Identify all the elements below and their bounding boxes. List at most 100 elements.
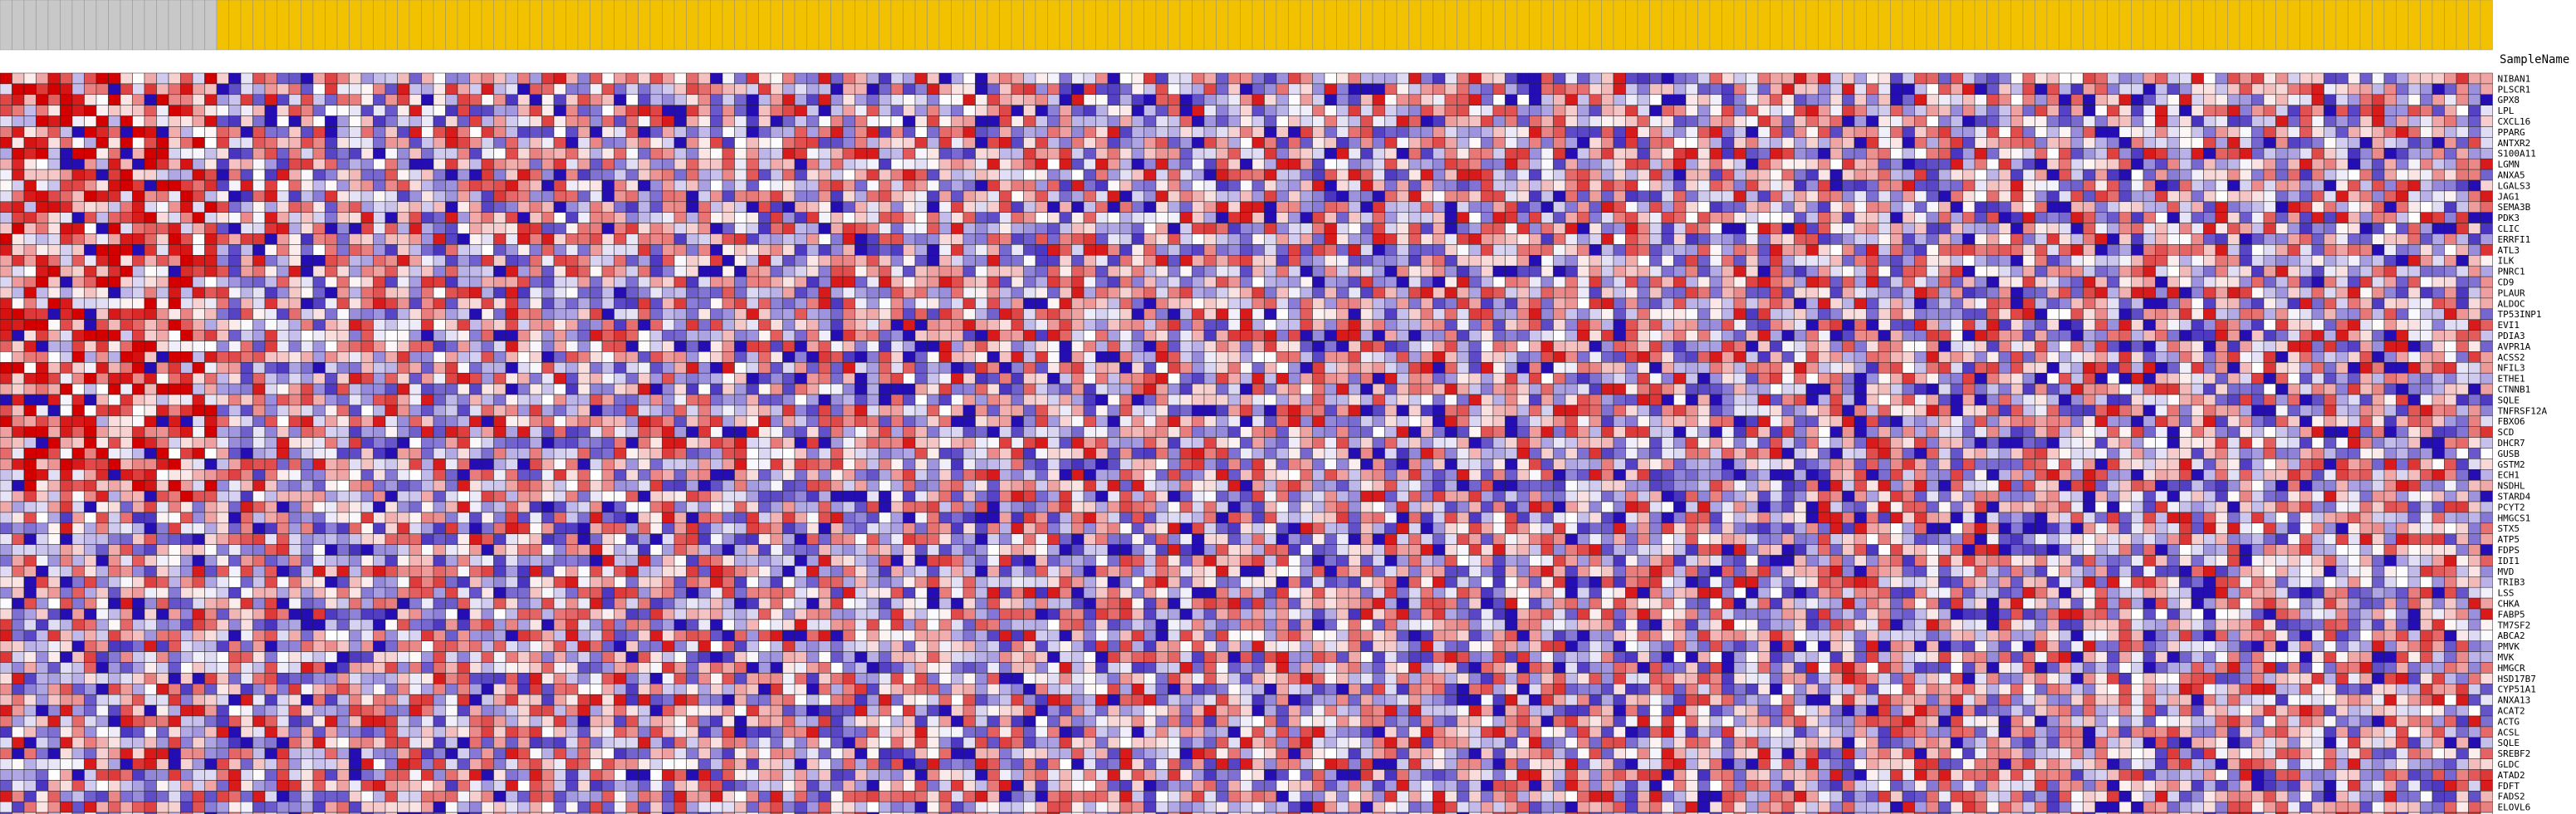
heatmap-cell [2191,169,2204,181]
heatmap-cell [2311,126,2324,138]
heatmap-cell [566,308,579,320]
heatmap-cell [1697,308,1711,320]
heatmap-cell [2444,94,2457,105]
heatmap-cell [1721,179,1735,192]
heatmap-cell [1288,190,1301,203]
heatmap-cell [710,126,723,138]
heatmap-cell [1481,179,1494,192]
heatmap-cell [192,265,205,277]
heatmap-cell [1589,94,1602,105]
heatmap-cell [2094,308,2108,320]
heatmap-cell [951,255,964,267]
heatmap-cell [2287,244,2300,256]
heatmap-cell [156,115,169,127]
heatmap-cell [1432,126,1446,138]
heatmap-cell [1432,276,1446,288]
heatmap-cell [2324,169,2337,181]
heatmap-cell [360,201,374,213]
heatmap-cell [1950,287,1963,299]
heatmap-cell [999,169,1012,181]
heatmap-cell [1408,244,1422,256]
heatmap-cell [60,319,73,331]
heatmap-cell [1432,308,1446,320]
heatmap-cell [1360,83,1374,96]
heatmap-cell [1505,115,1518,127]
heatmap-cell [1432,190,1446,203]
heatmap-cell [2107,148,2120,159]
heatmap-cell [1444,233,1457,245]
heatmap-cell [1770,169,1783,181]
heatmap-cell [1384,276,1398,288]
heatmap-cell [722,265,735,277]
heatmap-cell [2179,94,2192,105]
heatmap-cell [1492,297,1506,310]
heatmap-cell [927,244,940,256]
heatmap-cell [1938,276,1952,288]
heatmap-cell [168,255,181,267]
heatmap-cell [1962,158,1976,170]
heatmap-cell [2348,158,2361,170]
heatmap-cell [2348,115,2361,127]
heatmap-cell [23,179,37,192]
heatmap-cell [601,255,615,267]
heatmap-cell [2299,190,2313,203]
heatmap-cell [397,72,410,85]
heatmap-cell [2263,83,2276,96]
heatmap-cell [1685,148,1698,159]
heatmap-cell [758,158,771,170]
heatmap-cell [2468,158,2481,170]
heatmap-cell [2383,126,2397,138]
heatmap-cell [710,148,723,159]
heatmap-cell [60,94,73,105]
heatmap-cell [36,94,49,105]
heatmap-cell [866,265,879,277]
heatmap-cell [818,126,831,138]
heatmap-cell [1408,308,1422,320]
heatmap-cell [1083,233,1096,245]
heatmap-cell [2456,179,2469,192]
heatmap-cell [2468,223,2481,234]
heatmap-cell [951,233,964,245]
header-group-cell [1854,0,1867,51]
heatmap-cell [2083,255,2096,267]
heatmap-cell [1216,148,1229,159]
heatmap-cell [1457,169,1470,181]
heatmap-cell [529,179,542,192]
heatmap-cell [457,126,470,138]
heatmap-cell [758,201,771,213]
heatmap-cell [722,169,735,181]
heatmap-cell [277,72,290,85]
heatmap-cell [806,201,820,213]
heatmap-cell [1264,297,1277,310]
heatmap-cell [1119,179,1133,192]
heatmap-cell [1986,297,2000,310]
heatmap-cell [1251,190,1265,203]
heatmap-cell [758,169,771,181]
heatmap-cell [2335,158,2348,170]
heatmap-cell [879,233,892,245]
heatmap-cell [325,126,338,138]
heatmap-cell [2010,190,2024,203]
heatmap-cell [2348,276,2361,288]
heatmap-cell [746,126,759,138]
header-group-cell [999,0,1012,51]
heatmap-cell [601,244,615,256]
header-group-cell [1805,0,1819,51]
heatmap-cell [1216,276,1229,288]
heatmap-cell [1950,105,1963,116]
heatmap-cell [1023,126,1036,138]
heatmap-cell [493,276,507,288]
heatmap-cell [216,223,229,234]
heatmap-cell [1613,158,1626,170]
heatmap-cell [590,265,603,277]
heatmap-cell [132,287,145,299]
heatmap-cell [938,265,952,277]
header-group-cell [758,0,771,51]
heatmap-cell [2143,126,2156,138]
heatmap-cell [830,137,844,149]
heatmap-cell [517,265,531,277]
heatmap-cell [1372,233,1385,245]
heatmap-cell [1842,265,1855,277]
heatmap-cell [2059,308,2072,320]
heatmap-cell [1264,265,1277,277]
